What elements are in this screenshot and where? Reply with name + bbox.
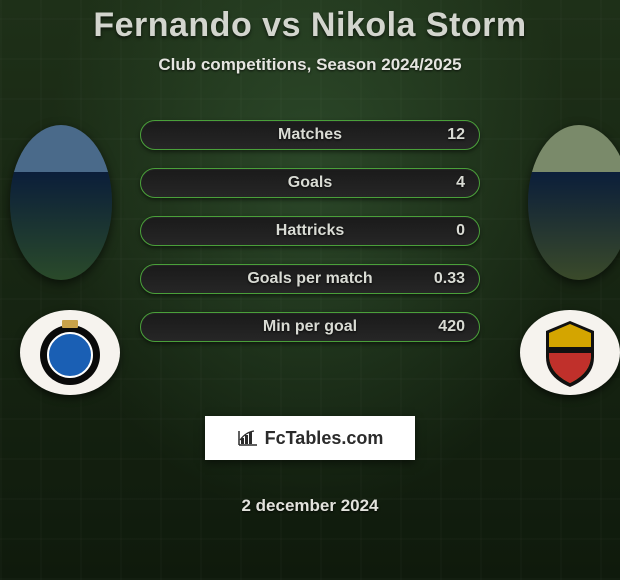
stat-value: 0 [456, 222, 465, 240]
date-label: 2 december 2024 [241, 496, 378, 516]
club-right-badge [520, 310, 620, 395]
stat-label: Goals [288, 174, 332, 192]
comparison-card: Fernando vs Nikola Storm Club competitio… [0, 0, 620, 580]
stat-label: Goals per match [247, 270, 372, 288]
photo-fg [10, 172, 112, 281]
player-left-photo [10, 125, 112, 280]
club-brugge-icon [35, 318, 105, 388]
photo-bg [528, 125, 620, 172]
stat-label: Matches [278, 126, 342, 144]
brand-box: FcTables.com [205, 416, 415, 460]
stat-value: 12 [447, 126, 465, 144]
stat-row: Min per goal 420 [140, 312, 480, 342]
photo-fg [528, 172, 620, 281]
page-title: Fernando vs Nikola Storm [0, 6, 620, 45]
stat-value: 0.33 [434, 270, 465, 288]
stat-value: 420 [438, 318, 465, 336]
stat-row: Goals 4 [140, 168, 480, 198]
stat-value: 4 [456, 174, 465, 192]
stats-column: Matches 12 Goals 4 Hattricks 0 Goals per… [140, 120, 480, 516]
kv-mechelen-icon [540, 317, 600, 389]
stat-label: Hattricks [276, 222, 344, 240]
stat-label: Min per goal [263, 318, 357, 336]
bar-chart-icon [237, 429, 259, 447]
stat-row: Hattricks 0 [140, 216, 480, 246]
player-right-photo [528, 125, 620, 280]
stat-row: Goals per match 0.33 [140, 264, 480, 294]
photo-bg [10, 125, 112, 172]
brand-text: FcTables.com [265, 428, 384, 449]
page-subtitle: Club competitions, Season 2024/2025 [0, 55, 620, 75]
stat-row: Matches 12 [140, 120, 480, 150]
club-left-badge [20, 310, 120, 395]
